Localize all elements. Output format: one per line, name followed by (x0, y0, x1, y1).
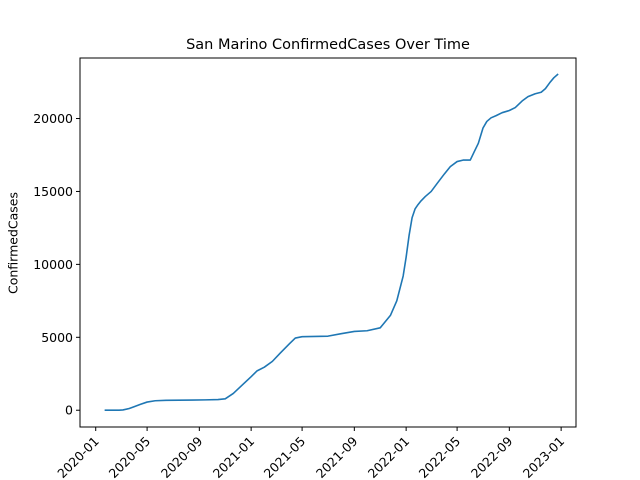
x-tick-label: 2023-01 (520, 434, 568, 480)
y-tick-label: 20000 (33, 111, 73, 126)
x-tick-label: 2021-09 (313, 433, 361, 480)
y-tick-label: 10000 (33, 257, 73, 272)
y-tick-label: 0 (65, 403, 73, 418)
x-tick-label: 2022-09 (468, 433, 516, 480)
x-tick-label: 2022-05 (416, 434, 464, 480)
y-axis-ticks: 0 5000 10000 15000 20000 (33, 111, 80, 418)
x-axis-ticks: 2020-01 2020-05 2020-09 2021-01 2021-05 2021-… (54, 427, 567, 480)
chart-title: San Marino ConfirmedCases Over Time (186, 37, 470, 53)
y-axis-label: ConfirmedCases (6, 192, 21, 294)
plot-area-frame (79, 57, 577, 428)
y-tick-label: 5000 (41, 330, 73, 345)
x-tick-label: 2020-01 (54, 434, 102, 480)
x-tick-label: 2022-01 (365, 434, 413, 480)
x-tick-label: 2020-05 (106, 434, 154, 480)
x-tick-label: 2020-09 (158, 433, 206, 480)
x-tick-label: 2021-05 (261, 434, 309, 480)
series-line-confirmed-cases (104, 73, 559, 412)
x-tick-label: 2021-01 (210, 434, 258, 480)
y-tick-label: 15000 (33, 184, 73, 199)
